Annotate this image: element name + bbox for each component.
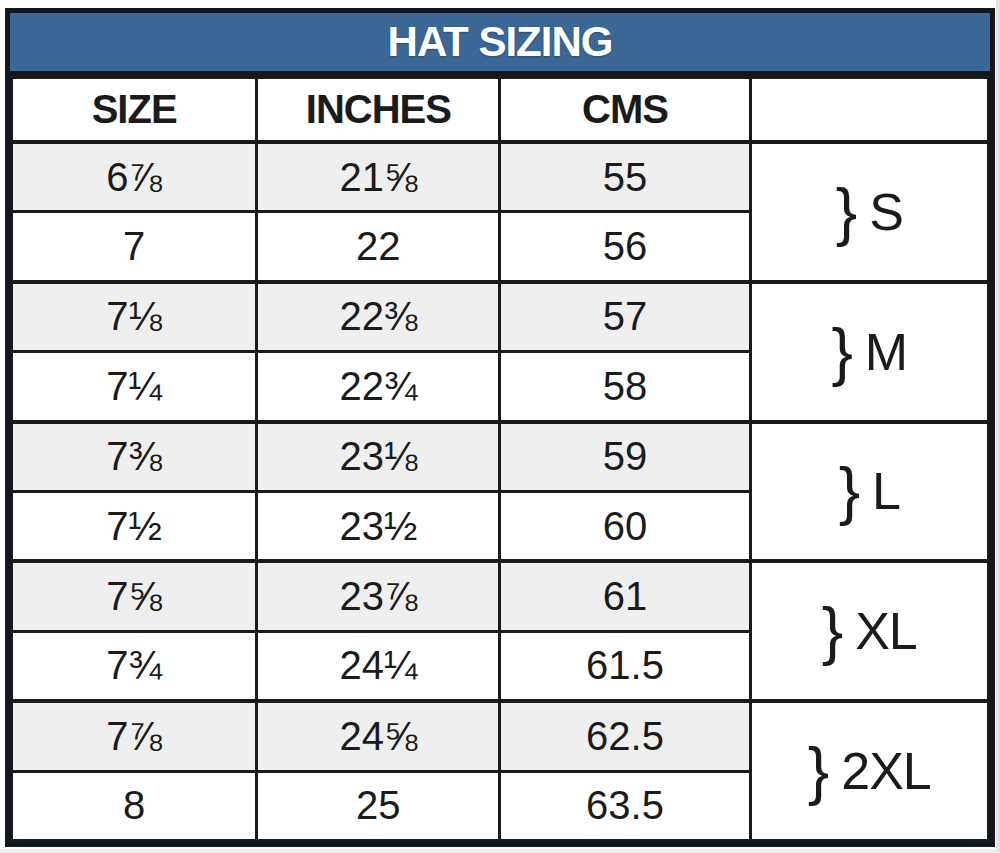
cms-cell: 55 [500,142,750,212]
header-row: SIZE INCHES CMS [12,78,989,143]
column-header-inches: INCHES [257,78,500,143]
size-cell: 7⅞ [12,701,257,771]
inches-cell: 25 [257,771,500,840]
inches-cell: 24¼ [257,631,500,701]
brace-glyph: } [836,176,857,248]
brace-glyph: } [822,595,843,667]
screenshot-canvas: HAT SIZING SIZE INCHES CMS 6⅞21⅝55}S7225… [0,0,1000,853]
inches-cell: 23⅛ [257,422,500,492]
table-row: 7⅛22⅜57}M [12,282,989,352]
hat-sizing-table: SIZE INCHES CMS 6⅞21⅝55}S722567⅛22⅜57}M7… [10,76,990,842]
cms-cell: 59 [500,422,750,492]
table-row: 6⅞21⅝55}S [12,142,989,212]
table-header: SIZE INCHES CMS [12,78,989,143]
size-cell: 7¼ [12,352,257,422]
size-cell: 6⅞ [12,142,257,212]
column-header-size: SIZE [12,78,257,143]
group-cell: }S [750,142,988,282]
group-label: XL [855,602,917,660]
inches-cell: 22 [257,212,500,282]
size-cell: 7⅛ [12,282,257,352]
table-row: 7⅝23⅞61}XL [12,561,989,631]
group-cell: }M [750,282,988,422]
inches-cell: 21⅝ [257,142,500,212]
group-cell: }XL [750,561,988,701]
cms-cell: 58 [500,352,750,422]
brace-glyph: } [808,735,829,807]
hat-sizing-table-container: HAT SIZING SIZE INCHES CMS 6⅞21⅝55}S7225… [5,8,995,847]
brace-glyph: } [831,316,852,388]
group-cell: }L [750,422,988,562]
cms-cell: 62.5 [500,701,750,771]
size-cell: 7⅜ [12,422,257,492]
inches-cell: 22¾ [257,352,500,422]
size-cell: 7¾ [12,631,257,701]
table-body: 6⅞21⅝55}S722567⅛22⅜57}M7¼22¾587⅜23⅛59}L7… [12,142,989,841]
column-header-blank [750,78,988,143]
inches-cell: 23½ [257,491,500,561]
size-cell: 7 [12,212,257,282]
size-cell: 7½ [12,491,257,561]
brace-glyph: } [839,455,860,527]
cms-cell: 61 [500,561,750,631]
cms-cell: 56 [500,212,750,282]
size-cell: 7⅝ [12,561,257,631]
column-header-cms: CMS [500,78,750,143]
group-label: S [869,183,903,241]
cms-cell: 61.5 [500,631,750,701]
group-label: L [872,462,900,520]
table-title: HAT SIZING [10,13,990,76]
size-cell: 8 [12,771,257,840]
inches-cell: 23⅞ [257,561,500,631]
table-row: 7⅜23⅛59}L [12,422,989,492]
group-label: 2XL [841,742,931,800]
group-cell: }2XL [750,701,988,840]
group-label: M [865,323,907,381]
table-row: 7⅞24⅝62.5}2XL [12,701,989,771]
cms-cell: 57 [500,282,750,352]
inches-cell: 24⅝ [257,701,500,771]
cms-cell: 63.5 [500,771,750,840]
cms-cell: 60 [500,491,750,561]
inches-cell: 22⅜ [257,282,500,352]
